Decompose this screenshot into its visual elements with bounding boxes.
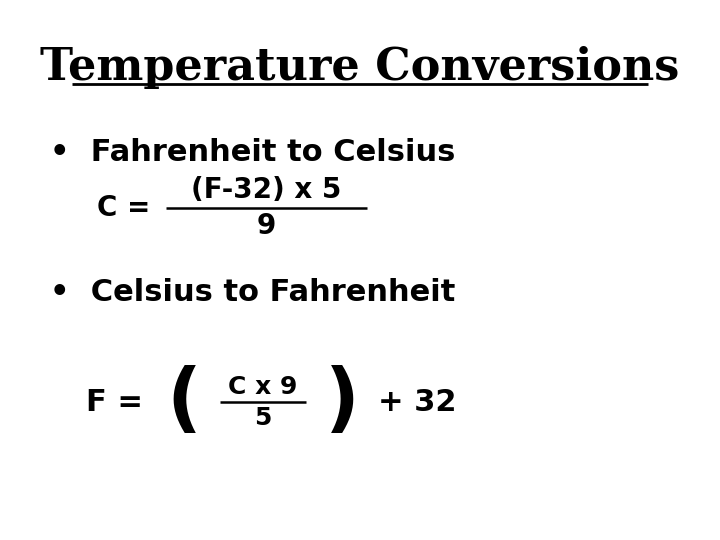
Text: Temperature Conversions: Temperature Conversions [40, 46, 680, 89]
Text: 5: 5 [254, 406, 271, 430]
Text: ): ) [325, 365, 359, 440]
Text: F =: F = [86, 388, 154, 417]
Text: •  Fahrenheit to Celsius: • Fahrenheit to Celsius [50, 138, 456, 167]
Text: (: ( [166, 365, 201, 440]
Text: C =: C = [97, 194, 160, 222]
Text: + 32: + 32 [378, 388, 456, 417]
Text: C x 9: C x 9 [228, 375, 297, 399]
Text: (F-32) x 5: (F-32) x 5 [192, 176, 341, 204]
Text: •  Celsius to Fahrenheit: • Celsius to Fahrenheit [50, 278, 456, 307]
Text: 9: 9 [257, 212, 276, 240]
